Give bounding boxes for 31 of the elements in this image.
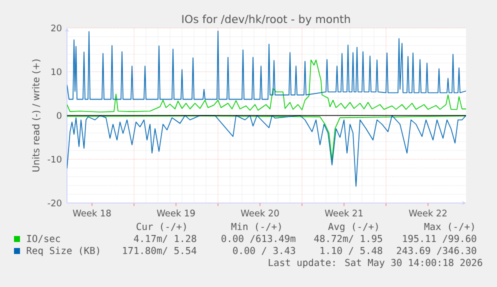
x-tick-label: Week 19 xyxy=(156,210,195,216)
y-tick-label: -20 xyxy=(48,200,62,206)
line-series xyxy=(67,60,466,112)
text: 195.11 /99.60 xyxy=(403,234,476,243)
x-tick-label: Week 22 xyxy=(408,210,447,216)
text: 48.72m/ 1.95 xyxy=(314,234,382,243)
x-tick-label: Week 20 xyxy=(240,210,279,216)
chart-title: IOs for /dev/hk/root - by month xyxy=(182,14,350,26)
text: 171.80m/ 5.54 xyxy=(123,246,196,255)
legend-label: IO/sec xyxy=(27,234,60,243)
text: Avg (-/+) xyxy=(328,222,378,232)
legend-label: Req Size (KB) xyxy=(26,246,100,256)
x-tick-label: Week 18 xyxy=(72,210,111,216)
text: Min (-/+) xyxy=(231,222,281,232)
y-tick-label: 10 xyxy=(52,68,62,76)
text: 0.00 /613.49m xyxy=(222,234,296,243)
line-series xyxy=(67,116,466,161)
text: Max (-/+) xyxy=(424,222,474,232)
text: 1.10 / 5.48 xyxy=(320,246,382,255)
text: 0.00 / 3.43 xyxy=(233,246,296,255)
text: Cur (-/+) xyxy=(136,222,186,232)
text: 243.69 /346.30 xyxy=(396,246,476,255)
y-tick-label: -10 xyxy=(48,156,62,163)
line-series xyxy=(67,115,466,187)
y-axis-title: Units read (-) / write (+) xyxy=(32,59,40,172)
line-series xyxy=(67,30,466,100)
y-tick-label: 0 xyxy=(56,112,62,119)
x-tick-label: Week 21 xyxy=(324,210,363,216)
text: 4.17m/ 1.28 xyxy=(134,234,196,243)
text: Last update: Sat May 30 14:00:18 2026 xyxy=(268,258,482,268)
y-tick-label: 20 xyxy=(51,24,62,32)
